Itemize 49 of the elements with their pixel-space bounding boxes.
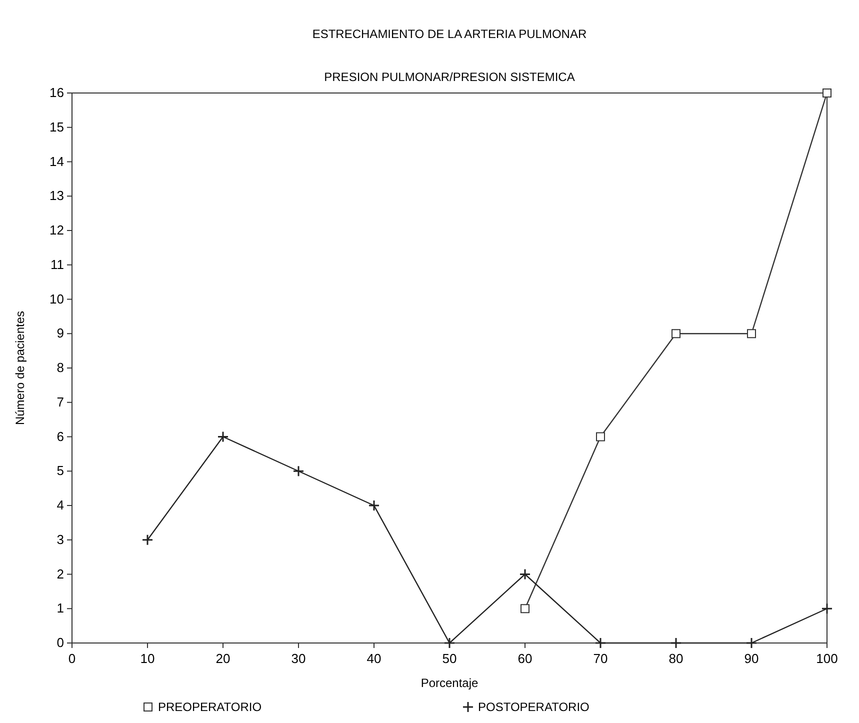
- chart-title: ESTRECHAMIENTO DE LA ARTERIA PULMONAR: [312, 27, 587, 41]
- y-tick-label: 5: [56, 463, 64, 478]
- y-tick-label: 1: [56, 600, 64, 616]
- legend-label: POSTOPERATORIO: [478, 700, 590, 714]
- point: [519, 568, 531, 580]
- y-tick-label: 8: [56, 360, 64, 375]
- point: [596, 432, 605, 442]
- point: [746, 637, 758, 649]
- point: [368, 500, 380, 512]
- x-tick-label: 90: [744, 651, 759, 666]
- x-axis-title: Porcentaje: [420, 676, 479, 690]
- legend-label: PREOPERATORIO: [158, 700, 262, 714]
- y-tick-label: 2: [56, 566, 64, 582]
- x-tick-label: 40: [366, 651, 382, 666]
- y-axis-title: Número de pacientes: [13, 310, 27, 426]
- y-tick-label: 9: [56, 326, 64, 341]
- x-tick-label: 100: [816, 651, 838, 666]
- x-tick-label: 50: [442, 651, 457, 666]
- y-tick-label: 0: [56, 635, 64, 650]
- point: [594, 637, 606, 649]
- y-tick-label: 15: [50, 119, 64, 134]
- y-tick-label: 7: [56, 394, 64, 410]
- y-tick-label: 16: [50, 85, 64, 100]
- y-tick-label: 6: [56, 428, 64, 444]
- chart-subtitle: PRESION PULMONAR/PRESION SISTEMICA: [324, 70, 575, 84]
- x-tick-label: 80: [668, 651, 684, 666]
- point: [292, 465, 304, 477]
- point: [520, 604, 530, 614]
- x-tick-label: 70: [593, 651, 608, 666]
- y-tick-label: 12: [50, 222, 64, 238]
- y-tick-label: 10: [50, 291, 64, 306]
- y-tick-label: 11: [50, 256, 64, 272]
- point: [672, 329, 680, 338]
- point: [747, 329, 756, 338]
- point: [670, 637, 682, 649]
- y-tick-label: 3: [56, 532, 64, 547]
- point: [821, 602, 833, 614]
- x-tick-label: 10: [140, 651, 155, 666]
- x-tick-label: 30: [291, 651, 306, 666]
- point: [217, 431, 229, 442]
- x-tick-label: 60: [518, 651, 532, 666]
- y-tick-label: 13: [50, 188, 64, 204]
- point: [444, 637, 456, 649]
- point: [822, 88, 832, 98]
- x-tick-label: 0: [68, 651, 76, 666]
- point: [142, 534, 154, 546]
- y-tick-label: 4: [56, 498, 64, 512]
- x-tick-label: 20: [216, 651, 230, 666]
- y-tick-label: 14: [50, 154, 64, 169]
